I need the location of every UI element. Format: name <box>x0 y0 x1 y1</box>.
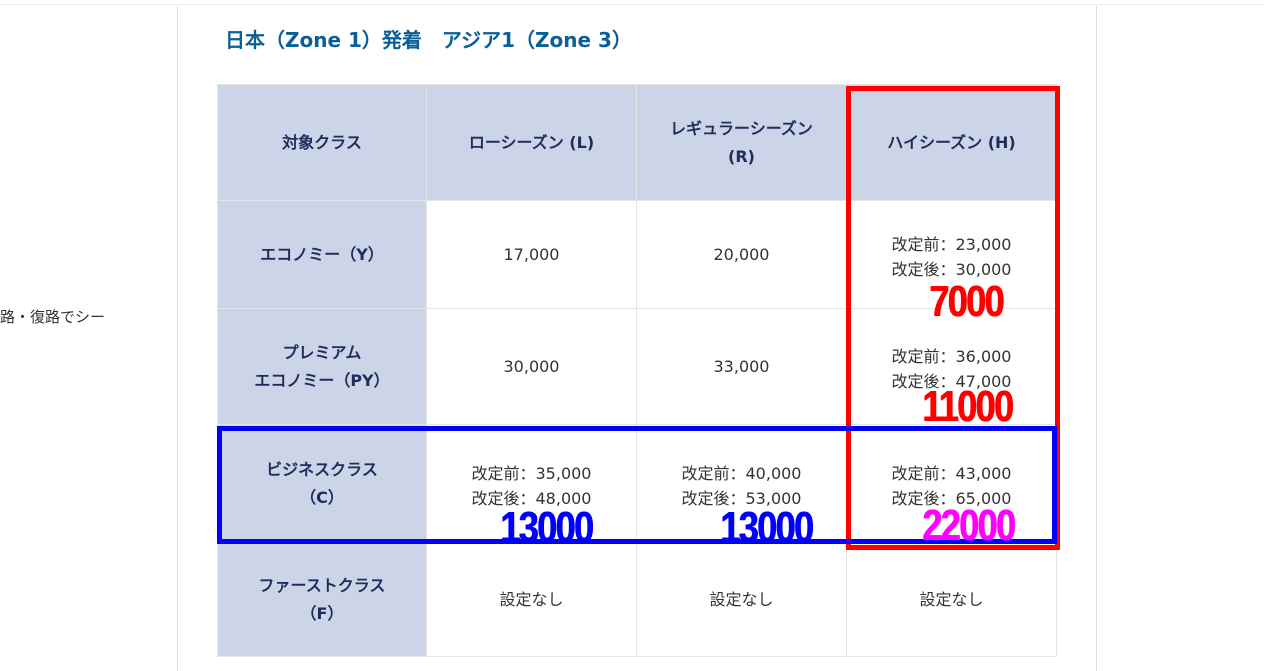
table-row: プレミアム エコノミー（PY） 30,000 33,000 改定前：36,000… <box>217 308 1057 425</box>
row-class-first: ファーストクラス （F） <box>217 542 427 657</box>
fare-after: 改定後：47,000 <box>891 371 1012 391</box>
header-low-season: ローシーズン (L) <box>426 84 637 201</box>
cell-economy-low: 17,000 <box>426 200 637 309</box>
table-header-row: 対象クラス ローシーズン (L) レギュラーシーズン (R) ハイシーズン (H… <box>217 84 1057 201</box>
fare-after: 改定後：48,000 <box>471 488 592 508</box>
cell-economy-high: 改定前：23,000 改定後：30,000 <box>846 200 1057 309</box>
cell-first-regular: 設定なし <box>636 542 847 657</box>
table-row: ファーストクラス （F） 設定なし 設定なし 設定なし <box>217 542 1057 657</box>
cell-economy-regular: 20,000 <box>636 200 847 309</box>
high-season-highlight-box <box>846 86 1060 550</box>
row-class-premium-economy: プレミアム エコノミー（PY） <box>217 308 427 425</box>
row-class-economy: エコノミー（Y） <box>217 200 427 309</box>
cell-business-regular: 改定前：40,000 改定後：53,000 <box>636 424 847 543</box>
header-regular-season: レギュラーシーズン (R) <box>636 84 847 201</box>
annotation-business-low-diff: 13000 <box>500 503 594 552</box>
row-class-business: ビジネスクラス （C） <box>217 424 427 543</box>
content-border-right <box>1096 6 1097 671</box>
fare-before: 改定前：23,000 <box>891 234 1012 254</box>
fare-before: 改定前：43,000 <box>891 463 1012 483</box>
cell-first-low: 設定なし <box>426 542 637 657</box>
annotation-business-regular-diff: 13000 <box>720 503 814 552</box>
annotation-business-high-diff: 22000 <box>922 501 1016 550</box>
cell-premium-regular: 33,000 <box>636 308 847 425</box>
fare-after: 改定後：53,000 <box>681 488 802 508</box>
fare-after: 改定後：30,000 <box>891 259 1012 279</box>
content-border-left <box>177 6 178 671</box>
cell-first-high: 設定なし <box>846 542 1057 657</box>
header-high-season: ハイシーズン (H) <box>846 84 1057 201</box>
sidebar-text-fragment: 路・復路でシー <box>0 308 106 326</box>
cell-premium-high: 改定前：36,000 改定後：47,000 <box>846 308 1057 425</box>
fare-after: 改定後：65,000 <box>891 488 1012 508</box>
annotation-premium-diff: 11000 <box>922 382 1014 431</box>
fare-before: 改定前：36,000 <box>891 346 1012 366</box>
table-row: エコノミー（Y） 17,000 20,000 改定前：23,000 改定後：30… <box>217 200 1057 309</box>
cell-business-high: 改定前：43,000 改定後：65,000 <box>846 424 1057 543</box>
cell-premium-low: 30,000 <box>426 308 637 425</box>
section-heading: 日本（Zone 1）発着 アジア1（Zone 3） <box>225 28 632 52</box>
top-divider <box>0 4 1264 5</box>
fare-before: 改定前：35,000 <box>471 463 592 483</box>
header-class: 対象クラス <box>217 84 427 201</box>
fare-before: 改定前：40,000 <box>681 463 802 483</box>
table-row: ビジネスクラス （C） 改定前：35,000 改定後：48,000 改定前：40… <box>217 424 1057 543</box>
fare-table: 対象クラス ローシーズン (L) レギュラーシーズン (R) ハイシーズン (H… <box>217 84 1057 657</box>
business-class-highlight-box <box>217 426 1057 544</box>
cell-business-low: 改定前：35,000 改定後：48,000 <box>426 424 637 543</box>
annotation-economy-diff: 7000 <box>929 277 1004 326</box>
